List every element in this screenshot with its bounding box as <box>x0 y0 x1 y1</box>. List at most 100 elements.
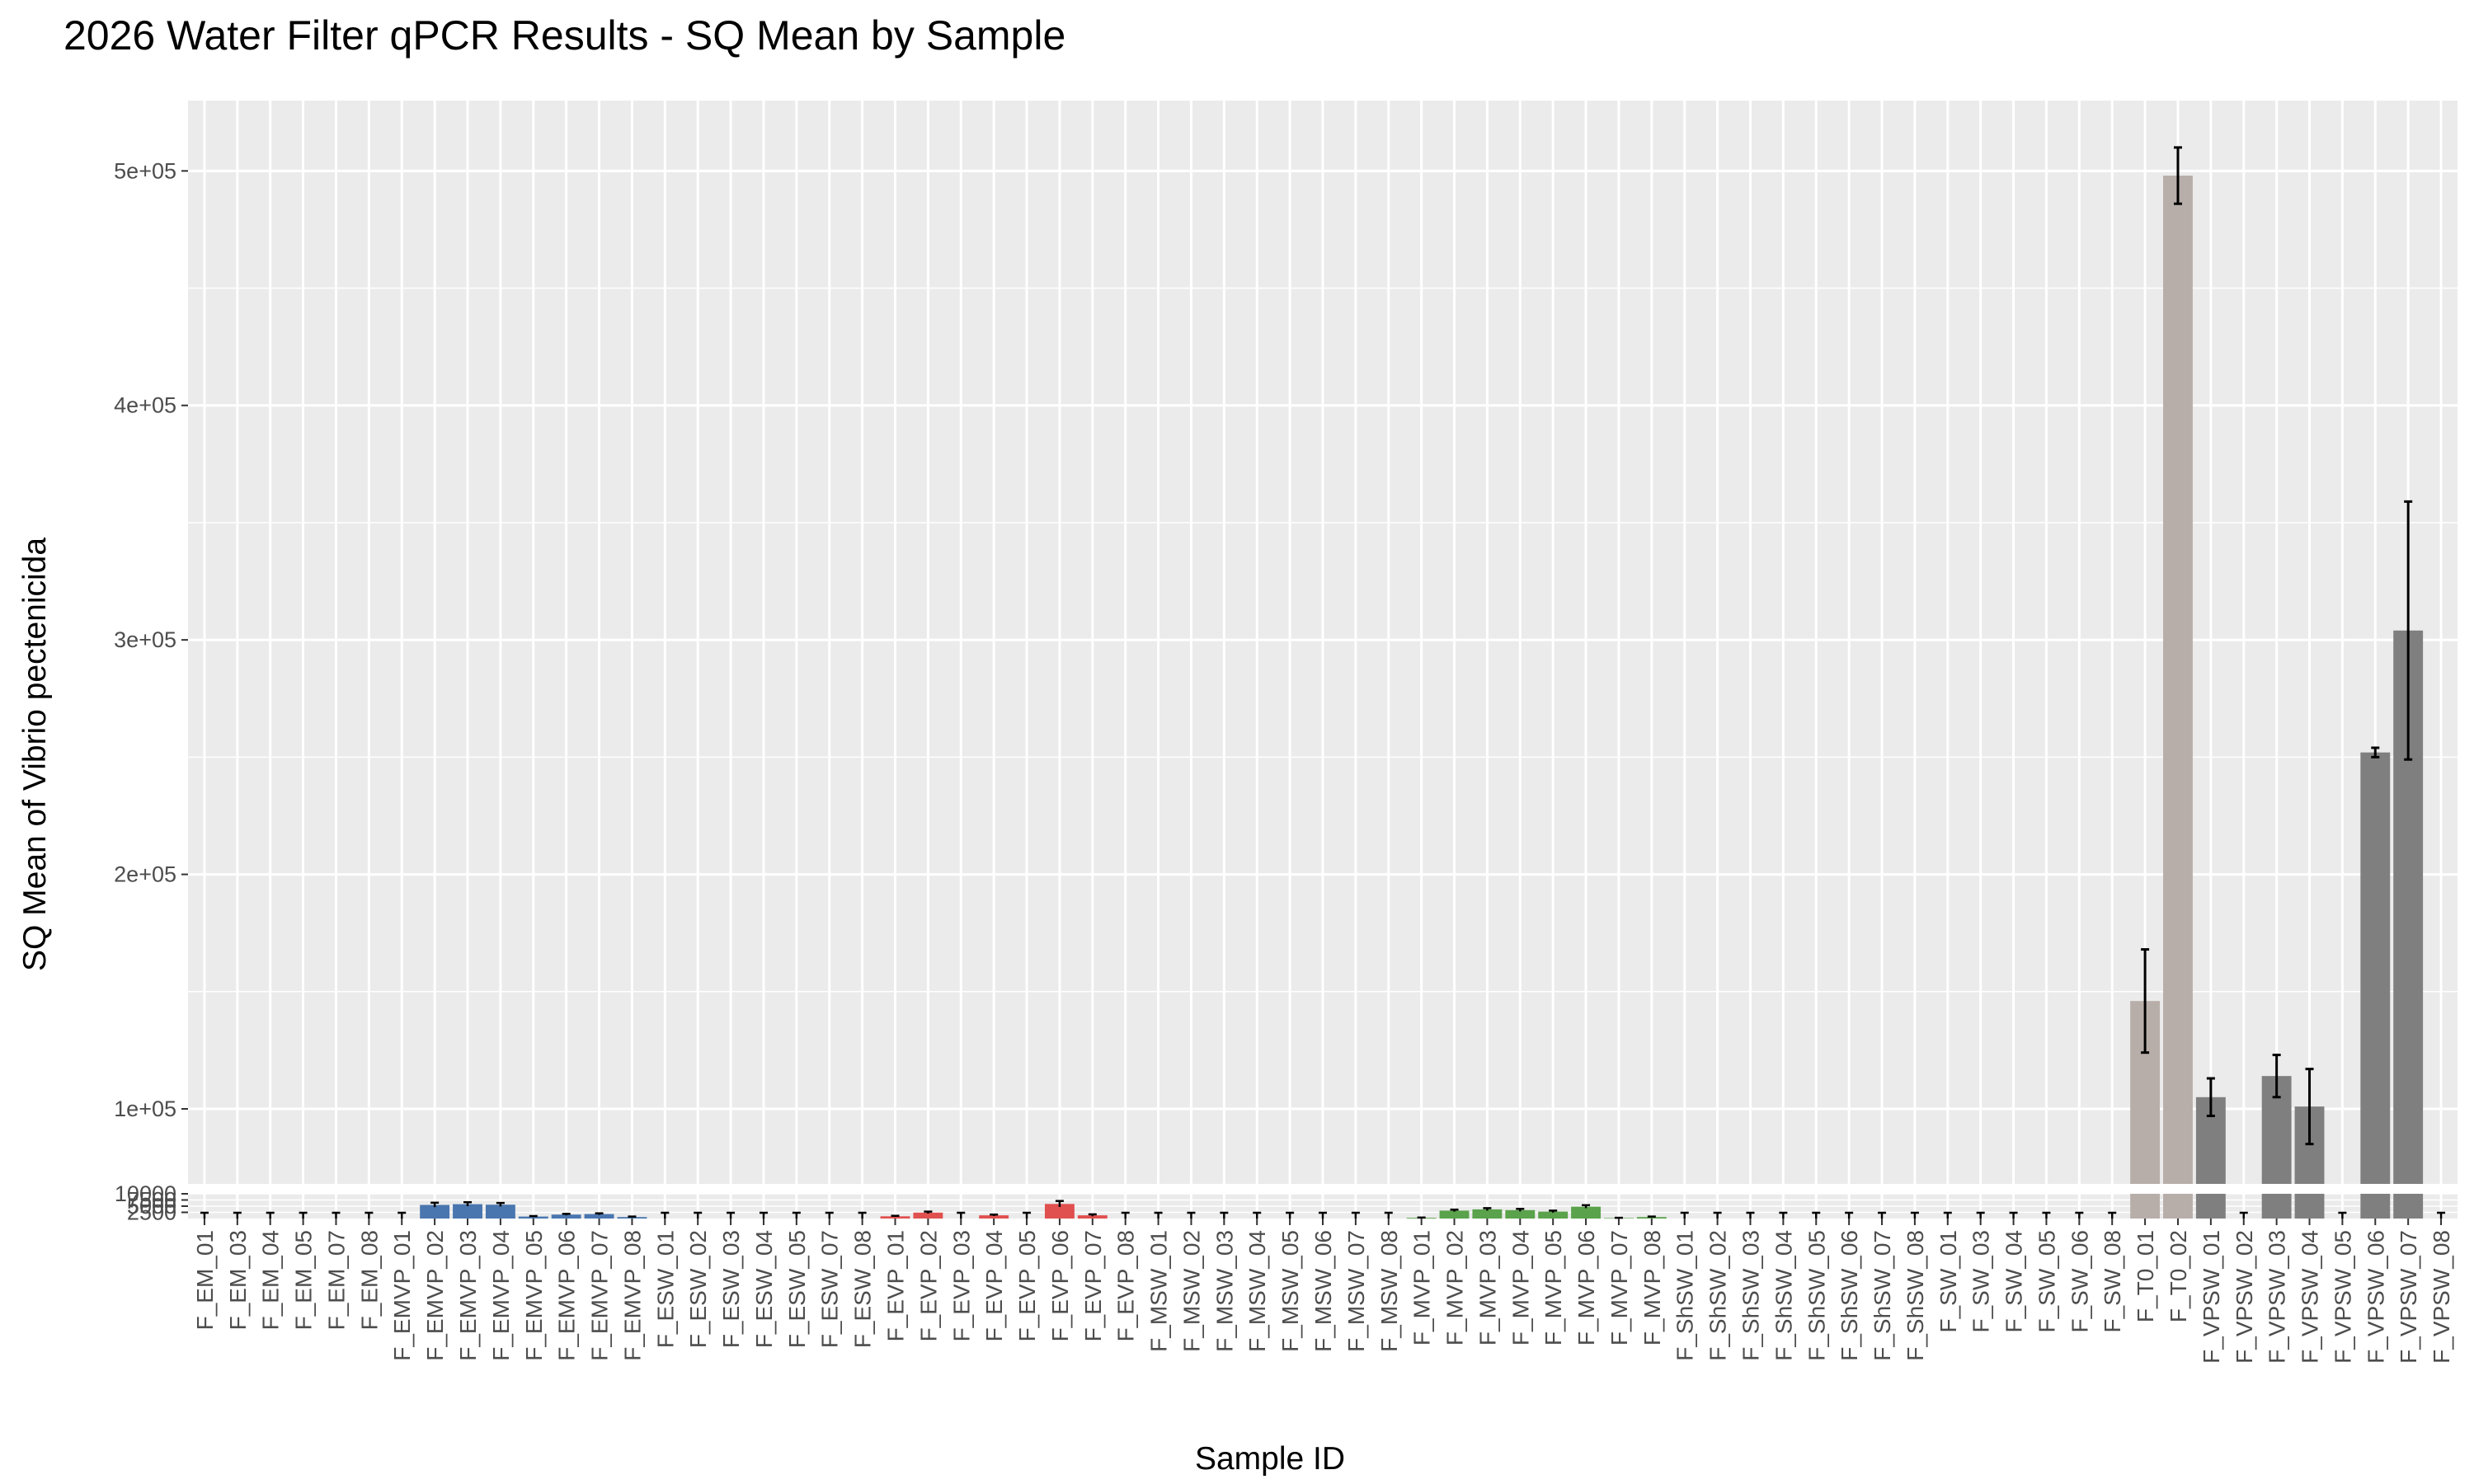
bar <box>880 1216 910 1219</box>
bar <box>1044 1204 1075 1219</box>
x-tick-label: F_T0_01 <box>2133 1230 2158 1322</box>
x-tick-label: F_EMVP_06 <box>554 1230 580 1361</box>
x-tick-label: F_SW_01 <box>1935 1230 1961 1333</box>
bar <box>1472 1209 1503 1219</box>
bar <box>518 1216 548 1219</box>
x-tick-label: F_MVP_04 <box>1507 1230 1533 1345</box>
x-tick-label: F_VPSW_03 <box>2265 1230 2290 1364</box>
bar <box>584 1214 614 1219</box>
x-tick-label: F_MSW_07 <box>1343 1230 1369 1352</box>
x-tick-label: F_MVP_03 <box>1475 1230 1500 1345</box>
x-tick-label: F_MSW_03 <box>1211 1230 1237 1352</box>
bar-segment-lower <box>2195 1194 2226 1219</box>
x-axis-ticks: F_EM_01 F_EM_03 F_EM_04 F_EM_05 F_EM_07 F_EM_… <box>192 1219 2454 1364</box>
x-tick-label: F_EVP_04 <box>981 1230 1007 1341</box>
y-tick-label: 7500 <box>127 1188 176 1213</box>
bar <box>617 1217 647 1219</box>
bar-segment-lower <box>2393 1194 2424 1219</box>
bar <box>2163 176 2193 1185</box>
x-tick-label: F_MSW_01 <box>1146 1230 1172 1352</box>
bar <box>1077 1215 1108 1219</box>
bar <box>2360 752 2391 1184</box>
bar <box>453 1204 482 1219</box>
x-tick-label: F_EM_05 <box>291 1230 317 1330</box>
x-tick-label: F_ShSW_05 <box>1804 1230 1829 1361</box>
x-tick-label: F_ESW_01 <box>652 1230 678 1348</box>
x-tick-label: F_ESW_04 <box>751 1230 777 1348</box>
y-axis-ticks: 1e+05 2e+05 3e+05 4e+05 5e+05 250050007500100… <box>114 158 188 1225</box>
y-tick-label: 2500 <box>127 1200 176 1225</box>
plot-panels <box>188 101 2458 1219</box>
x-tick-label: F_MSW_06 <box>1310 1230 1336 1352</box>
x-tick-label: F_VPSW_05 <box>2330 1230 2355 1364</box>
x-tick-label: F_EVP_06 <box>1047 1230 1073 1341</box>
x-tick-label: F_MVP_05 <box>1540 1230 1566 1345</box>
x-tick-label: F_ShSW_04 <box>1771 1230 1796 1361</box>
x-tick-label: F_EMVP_03 <box>455 1230 481 1361</box>
x-tick-label: F_EMVP_08 <box>619 1230 645 1361</box>
x-tick-label: F_EMVP_04 <box>488 1230 514 1361</box>
x-axis-title: Sample ID <box>1195 1441 1345 1477</box>
x-tick-label: F_VPSW_08 <box>2429 1230 2454 1364</box>
bar-segment-lower <box>2163 1194 2193 1219</box>
y-tick-label: 1e+05 <box>114 1097 176 1121</box>
x-tick-label: F_VPSW_02 <box>2232 1230 2257 1364</box>
x-tick-label: F_EMVP_05 <box>521 1230 547 1361</box>
x-tick-label: F_MVP_02 <box>1442 1230 1468 1345</box>
x-tick-label: F_ShSW_06 <box>1837 1230 1862 1361</box>
x-tick-label: F_ShSW_01 <box>1672 1230 1698 1361</box>
x-tick-label: F_ShSW_03 <box>1738 1230 1763 1361</box>
x-tick-label: F_VPSW_04 <box>2298 1230 2323 1364</box>
x-tick-label: F_ESW_05 <box>784 1230 810 1348</box>
x-tick-label: F_ESW_03 <box>718 1230 744 1348</box>
bar <box>1571 1206 1602 1219</box>
y-tick-label: 3e+05 <box>114 627 176 652</box>
x-tick-label: F_MSW_04 <box>1244 1230 1270 1352</box>
bar <box>979 1215 1009 1219</box>
x-tick-label: F_ShSW_02 <box>1705 1230 1731 1361</box>
x-tick-label: F_ShSW_08 <box>1903 1230 1928 1361</box>
x-tick-label: F_EVP_03 <box>948 1230 974 1341</box>
x-tick-label: F_EM_03 <box>225 1230 251 1330</box>
bar-segment-lower <box>2130 1194 2161 1219</box>
x-tick-label: F_SW_08 <box>2100 1230 2125 1333</box>
x-tick-label: F_EMVP_01 <box>389 1230 415 1361</box>
x-tick-label: F_SW_03 <box>1968 1230 1994 1333</box>
bar <box>420 1205 450 1219</box>
bar-segment-lower <box>2360 1194 2391 1219</box>
bar <box>1636 1217 1667 1219</box>
x-tick-label: F_MSW_08 <box>1376 1230 1402 1352</box>
error-bars-layer <box>200 146 2446 1219</box>
y-tick-label: 4e+05 <box>114 393 176 418</box>
bar-segment-lower <box>2261 1194 2292 1219</box>
bar <box>1538 1211 1569 1219</box>
x-tick-label: F_VPSW_07 <box>2396 1230 2421 1364</box>
x-tick-label: F_SW_06 <box>2067 1230 2092 1333</box>
x-tick-label: F_ESW_02 <box>685 1230 711 1348</box>
x-tick-label: F_EM_08 <box>356 1230 382 1330</box>
x-tick-label: F_ESW_08 <box>850 1230 876 1348</box>
bar <box>1439 1210 1470 1219</box>
x-tick-label: F_ESW_07 <box>817 1230 843 1348</box>
x-tick-label: F_MVP_01 <box>1409 1230 1435 1345</box>
x-tick-label: F_EVP_08 <box>1113 1230 1139 1341</box>
x-tick-label: F_EVP_01 <box>883 1230 909 1341</box>
x-tick-label: F_EVP_07 <box>1080 1230 1106 1341</box>
bar <box>1505 1209 1536 1219</box>
x-tick-label: F_EVP_05 <box>1014 1230 1040 1341</box>
x-tick-label: F_EVP_02 <box>915 1230 941 1341</box>
bar <box>913 1212 943 1219</box>
x-tick-label: F_EM_07 <box>323 1230 349 1330</box>
x-tick-label: F_SW_04 <box>2001 1230 2027 1333</box>
x-tick-label: F_MVP_07 <box>1606 1230 1632 1345</box>
x-tick-label: F_MSW_02 <box>1178 1230 1204 1352</box>
x-tick-label: F_EM_04 <box>258 1230 284 1330</box>
y-tick-label: 5e+05 <box>114 158 176 183</box>
x-tick-label: F_MVP_08 <box>1639 1230 1665 1345</box>
x-tick-label: F_SW_05 <box>2034 1230 2059 1333</box>
x-tick-label: F_MVP_06 <box>1573 1230 1599 1345</box>
x-tick-label: F_EM_01 <box>192 1230 218 1330</box>
y-tick-label: 10000 <box>115 1181 176 1206</box>
y-tick-label: 2e+05 <box>114 862 176 887</box>
